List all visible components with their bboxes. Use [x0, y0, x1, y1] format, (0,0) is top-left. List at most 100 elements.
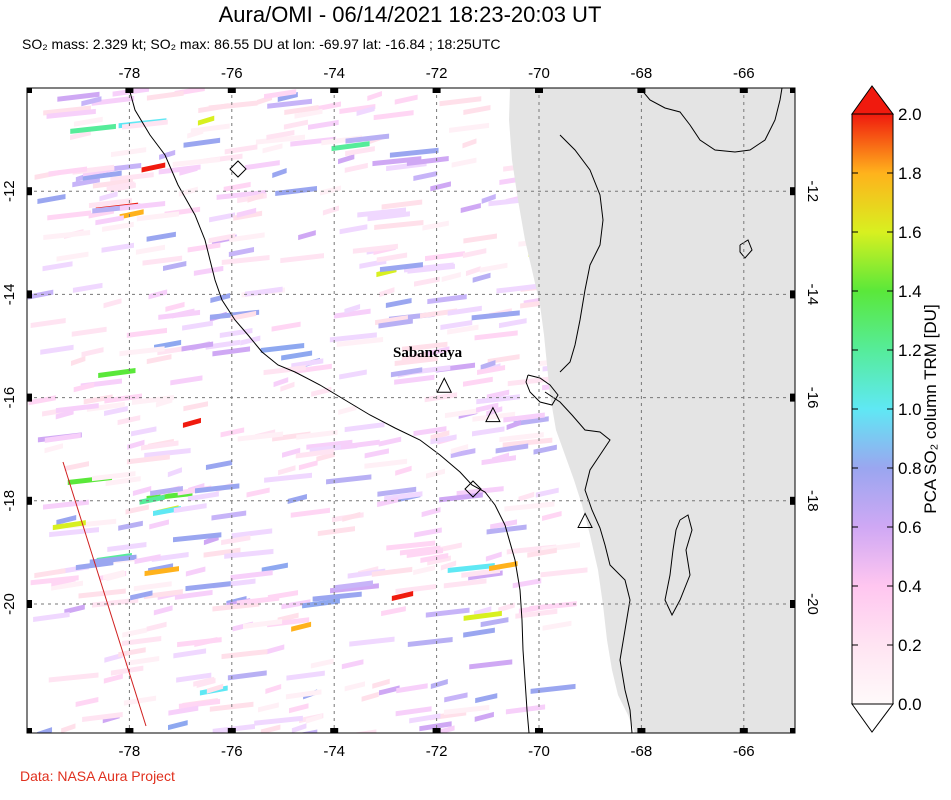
so2-pixel — [422, 220, 449, 231]
so2-pixel — [131, 395, 175, 406]
so2-pixel — [399, 545, 441, 556]
so2-pixel — [246, 487, 270, 498]
so2-pixel — [320, 185, 342, 196]
so2-pixel — [247, 192, 264, 203]
so2-pixel — [291, 621, 312, 632]
so2-pixel — [280, 253, 324, 264]
lat-tick-left — [27, 496, 32, 505]
so2-pixel — [336, 336, 384, 347]
so2-pixel — [57, 91, 100, 102]
so2-pixel — [291, 358, 324, 369]
so2-pixel — [173, 648, 207, 659]
so2-pixel — [465, 266, 481, 277]
so2-pixel — [237, 431, 284, 442]
axis-labels: -78 -78 -76 -76 -74 -74 -72 -72 -70 -70 -68 -68 -66 -… — [1, 65, 821, 760]
data-credit: Data: NASA Aura Project — [20, 768, 175, 784]
so2-pixel — [506, 420, 522, 431]
so2-pixel — [322, 205, 339, 216]
lon-label-top: -76 — [221, 65, 243, 82]
so2-pixel — [49, 527, 99, 538]
so2-pixel — [338, 404, 357, 415]
so2-pixel — [92, 178, 133, 189]
so2-pixel — [430, 434, 457, 445]
colorbar-tick-label: 1.0 — [898, 400, 922, 419]
so2-pixel — [339, 369, 367, 380]
so2-pixel — [272, 431, 311, 442]
lon-tick-bottom — [227, 728, 236, 733]
so2-pixel — [105, 476, 141, 487]
colorbar-tick-label: 0.2 — [898, 636, 922, 655]
so2-pixel — [262, 143, 283, 154]
so2-pixel — [163, 260, 187, 271]
so2-pixel — [159, 149, 176, 160]
so2-pixel — [425, 251, 465, 262]
so2-pixel — [88, 198, 132, 209]
so2-pixel — [476, 402, 499, 413]
so2-pixel — [462, 376, 493, 387]
so2-pixel — [475, 693, 498, 704]
so2-pixel — [469, 659, 513, 670]
so2-pixel — [264, 89, 297, 100]
so2-pixel — [66, 518, 117, 529]
so2-pixel — [450, 448, 476, 459]
so2-pixel — [427, 294, 467, 305]
so2-pixel — [103, 570, 124, 581]
so2-pixel — [73, 116, 103, 127]
volcano-triangle — [436, 377, 453, 393]
so2-pixel — [390, 367, 423, 378]
so2-pixel — [243, 618, 283, 629]
colorbar-ticks: 0.0 0.2 0.4 0.6 0.8 1.0 1.2 1.4 1.6 1.8 2.0 — [852, 105, 922, 714]
so2-pixel — [150, 486, 183, 497]
so2-pixel — [212, 346, 251, 357]
so2-pixel — [372, 678, 390, 689]
lat-label-left: -14 — [1, 284, 18, 306]
so2-pixel — [46, 108, 96, 119]
so2-pixel — [209, 309, 260, 320]
so2-pixel — [449, 122, 490, 133]
so2-pixel — [118, 520, 143, 531]
so2-pixel — [70, 130, 91, 141]
so2-pixel — [460, 203, 481, 214]
colorbar-tick-label: 0.6 — [898, 518, 922, 537]
so2-pixel — [504, 501, 555, 512]
so2-pixel — [56, 251, 89, 262]
so2-pixel — [102, 221, 134, 232]
so2-pixel — [391, 591, 414, 602]
so2-pixel — [144, 448, 191, 459]
so2-pixel — [275, 185, 317, 196]
so2-pixel — [130, 590, 153, 601]
so2-pixel — [30, 318, 66, 329]
so2-pixel — [373, 110, 414, 121]
so2-pixel — [299, 729, 318, 733]
so2-pixel — [208, 233, 236, 244]
so2-pixel — [134, 554, 161, 565]
so2-pixel — [310, 658, 334, 669]
so2-pixel — [194, 483, 240, 494]
so2-pixel — [185, 566, 206, 577]
so2-pixel — [51, 580, 83, 591]
so2-pixel — [321, 135, 363, 146]
so2-pixel — [439, 96, 482, 107]
so2-pixel — [110, 665, 144, 676]
so2-pixel — [187, 491, 219, 502]
so2-pixel — [396, 683, 428, 694]
so2-pixel — [203, 547, 241, 558]
so2-pixel — [378, 685, 400, 696]
so2-pixel — [413, 276, 440, 287]
colorbar-tick-label: 0.0 — [898, 695, 922, 714]
so2-pixel — [224, 548, 274, 559]
so2-pixel — [265, 684, 282, 695]
so2-pixel — [344, 303, 361, 314]
so2-pixel — [498, 318, 527, 329]
so2-pixel — [401, 341, 448, 352]
so2-pixel — [75, 560, 114, 571]
graticule — [27, 88, 795, 733]
so2-pixel — [471, 426, 505, 437]
site-diamond-marker — [229, 160, 247, 178]
so2-pixel — [126, 327, 167, 338]
so2-pixel — [338, 154, 355, 165]
so2-pixel — [372, 156, 422, 167]
so2-pixel — [55, 409, 74, 420]
so2-pixel — [394, 356, 438, 367]
so2-pixel — [172, 156, 221, 167]
